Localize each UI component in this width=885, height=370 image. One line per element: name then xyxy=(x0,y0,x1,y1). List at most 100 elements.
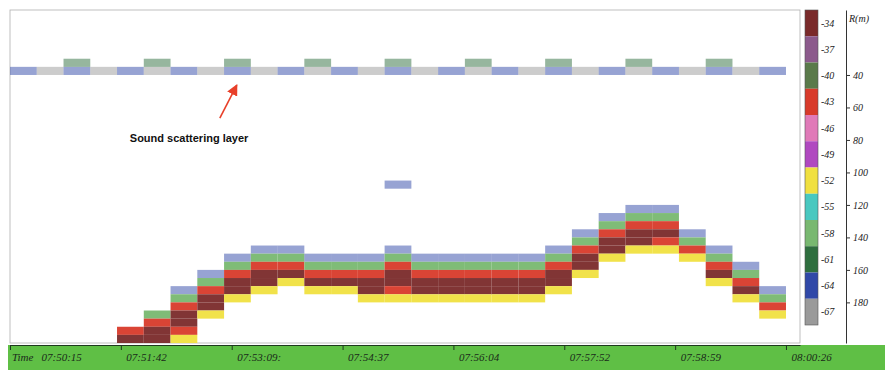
echo-cell xyxy=(599,213,626,221)
color-bar: -34-37-40-43-46-49-52-55-58-61-64-67 xyxy=(805,10,835,325)
echo-cell xyxy=(625,205,652,213)
echo-cell xyxy=(492,270,519,278)
tick-mark xyxy=(846,270,850,271)
echo-cell xyxy=(706,262,733,270)
color-bar-label: -43 xyxy=(821,96,834,107)
echo-cell xyxy=(706,59,733,67)
echo-cell xyxy=(438,278,465,286)
echo-cell xyxy=(572,229,599,237)
tick-mark xyxy=(121,345,122,350)
tick-label: 07:51:42 xyxy=(126,351,167,363)
axis-line xyxy=(11,345,801,346)
y-axis-title: R(m) xyxy=(848,13,870,25)
echo-cell xyxy=(411,254,438,262)
echo-cell xyxy=(331,286,358,294)
echo-cell xyxy=(545,286,572,294)
x-tick: 07:58:59 xyxy=(676,345,722,363)
x-tick: 07:57:52 xyxy=(565,345,611,363)
echo-cell xyxy=(385,262,412,270)
echo-cell xyxy=(224,254,251,262)
echo-cell xyxy=(465,278,492,286)
echo-cell xyxy=(599,246,626,254)
echo-cell xyxy=(278,278,305,286)
echo-cell xyxy=(572,67,599,75)
echo-cell xyxy=(759,311,786,319)
echo-cell xyxy=(545,67,572,75)
echo-cell xyxy=(385,278,412,286)
echo-cell xyxy=(545,262,572,270)
color-swatch xyxy=(805,220,818,246)
color-swatch xyxy=(805,141,818,167)
color-bar-label: -64 xyxy=(821,280,834,291)
echo-cell xyxy=(492,262,519,270)
echo-cell xyxy=(224,67,251,75)
echo-cell xyxy=(385,254,412,262)
y-tick: 60 xyxy=(846,102,863,113)
echo-cell xyxy=(599,221,626,229)
echo-cell xyxy=(278,254,305,262)
echo-cell xyxy=(144,67,171,75)
echo-cell xyxy=(117,327,144,335)
echo-cell xyxy=(10,67,37,75)
x-tick: 08:00:26 xyxy=(786,345,832,363)
echo-cell xyxy=(385,67,412,75)
echo-cell xyxy=(465,262,492,270)
y-tick: 120 xyxy=(846,200,868,211)
echo-cell xyxy=(492,294,519,302)
color-bar-label: -46 xyxy=(821,123,834,134)
echo-cell xyxy=(572,270,599,278)
echo-cell xyxy=(224,286,251,294)
echo-cell xyxy=(572,254,599,262)
tick-label: 120 xyxy=(853,200,868,211)
echo-cell xyxy=(652,213,679,221)
tick-mark xyxy=(343,345,344,350)
echo-cell xyxy=(545,246,572,254)
y-tick: 40 xyxy=(846,70,863,81)
echo-cell xyxy=(706,67,733,75)
echo-cell xyxy=(197,302,224,310)
color-bar-label: -34 xyxy=(821,18,834,29)
echo-cell xyxy=(385,270,412,278)
tick-mark xyxy=(846,107,850,108)
color-swatch xyxy=(805,115,818,141)
tick-label: 07:50:15 xyxy=(42,351,83,363)
echo-cell xyxy=(251,67,278,75)
color-swatch xyxy=(805,36,818,62)
color-swatch xyxy=(805,10,818,36)
echo-cell xyxy=(197,67,224,75)
echo-cell xyxy=(117,67,144,75)
tick-label: 07:54:37 xyxy=(348,351,389,363)
echo-cell xyxy=(732,262,759,270)
echo-cell xyxy=(358,294,385,302)
echo-cell xyxy=(732,294,759,302)
echo-cell xyxy=(545,59,572,67)
echo-cell xyxy=(144,327,171,335)
tick-label: 07:53:09: xyxy=(237,351,281,363)
tick-label: 08:00:26 xyxy=(791,351,832,363)
echo-cell xyxy=(411,270,438,278)
echo-cell xyxy=(465,59,492,67)
echo-cell xyxy=(304,254,331,262)
tick-label: 40 xyxy=(853,70,863,81)
color-bar-label: -52 xyxy=(821,175,834,186)
echo-cell xyxy=(171,302,198,310)
annotation-arrow xyxy=(220,85,237,118)
echo-cell xyxy=(545,254,572,262)
echo-cell xyxy=(438,294,465,302)
echo-cell xyxy=(706,254,733,262)
echo-cell xyxy=(759,302,786,310)
tick-label: 180 xyxy=(853,297,868,308)
echo-cell xyxy=(251,270,278,278)
echo-cell xyxy=(144,59,171,67)
echo-cell xyxy=(625,229,652,237)
echo-cell xyxy=(518,294,545,302)
echo-cell xyxy=(358,286,385,294)
echo-cell xyxy=(304,59,331,67)
echo-cell xyxy=(251,262,278,270)
echo-cell xyxy=(465,294,492,302)
tick-mark xyxy=(786,345,787,350)
echo-cell xyxy=(518,270,545,278)
echo-cell xyxy=(411,67,438,75)
echo-cell xyxy=(759,294,786,302)
echo-cell xyxy=(438,67,465,75)
